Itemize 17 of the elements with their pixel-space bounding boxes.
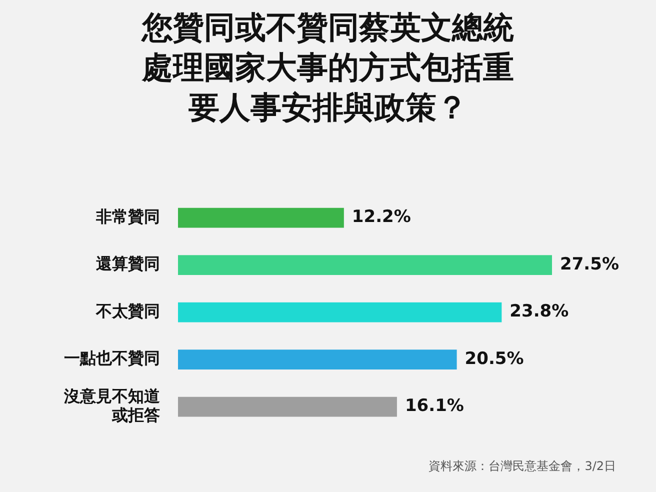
bar (178, 396, 397, 417)
y-tick-label: 還算贊同 (95, 254, 160, 274)
y-tick-label: 沒意見不知道或拒答 (63, 386, 161, 425)
y-tick-label: 非常贊同 (95, 206, 160, 226)
data-label: 16.1% (404, 396, 464, 416)
data-label: 12.2% (352, 207, 411, 228)
bar (178, 302, 502, 322)
data-label: 23.8% (510, 302, 569, 322)
chart-title: 您贊同或不贊同蔡英文總統處理國家大事的方式包括重要人事安排與政策？ (140, 9, 515, 128)
data-label: 20.5% (464, 348, 524, 369)
bar (178, 208, 344, 228)
source-note: 資料來源：台灣民意基金會，3/2日 (428, 458, 616, 475)
bar (178, 255, 552, 275)
y-tick-label: 一點也不贊同 (64, 348, 160, 368)
data-label: 27.5% (560, 254, 619, 274)
bar (178, 350, 457, 370)
y-tick-label: 不太贊同 (95, 301, 160, 320)
